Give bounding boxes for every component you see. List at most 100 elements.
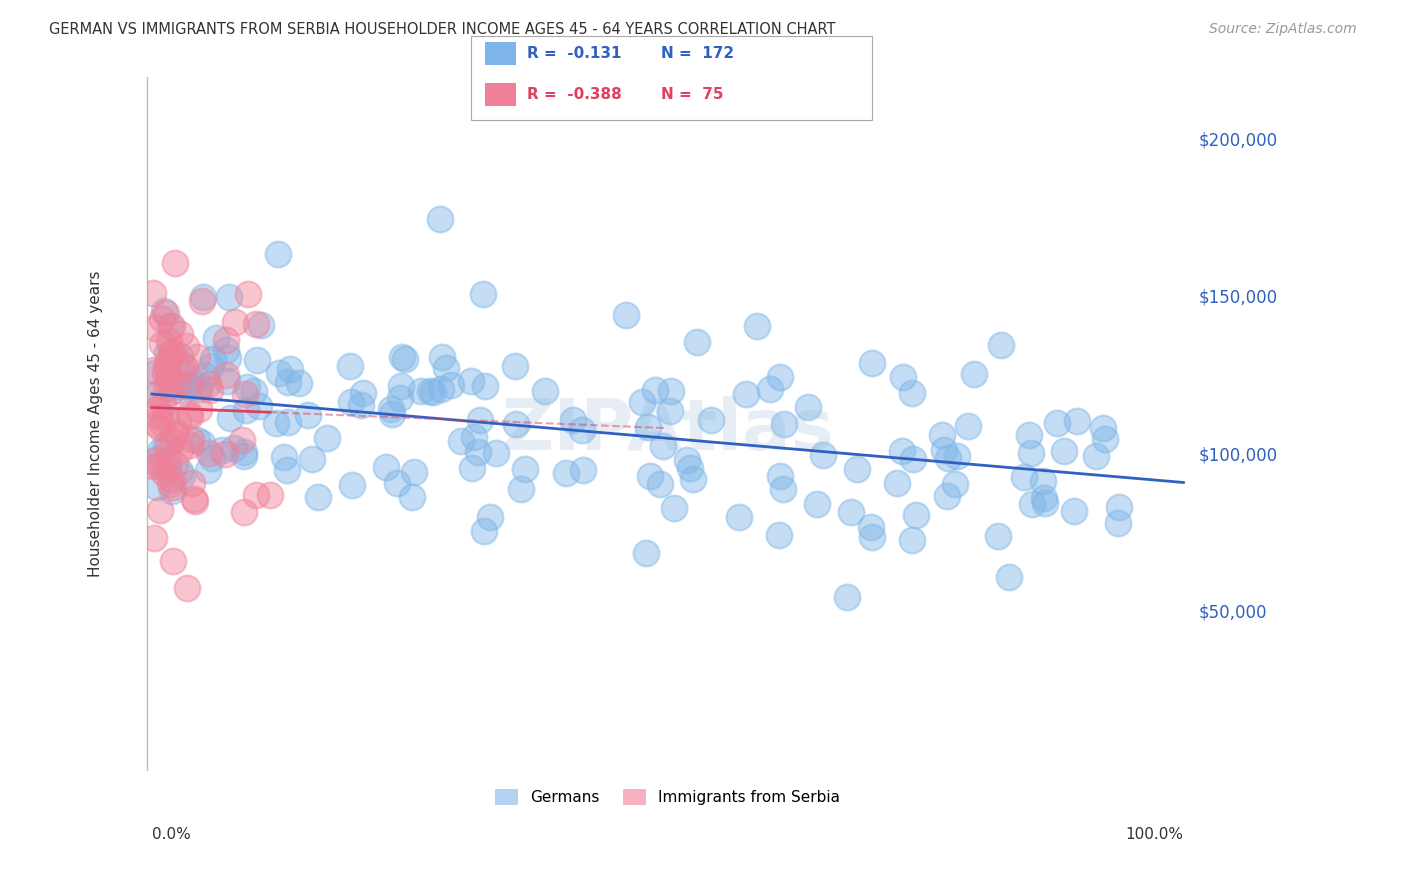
Point: [267, 366, 290, 380]
Point: [340, 478, 363, 492]
Point: [467, 445, 489, 459]
Point: [768, 527, 790, 541]
Point: [1021, 497, 1043, 511]
Point: [845, 462, 868, 476]
Point: [463, 430, 485, 444]
Point: [146, 388, 169, 402]
Point: [636, 545, 658, 559]
Point: [644, 383, 666, 397]
Point: [162, 554, 184, 568]
Point: [510, 482, 533, 496]
Point: [160, 434, 183, 449]
Point: [142, 454, 165, 468]
Point: [232, 449, 254, 463]
Point: [198, 446, 221, 460]
Point: [162, 480, 184, 494]
Point: [143, 531, 166, 545]
Point: [631, 394, 654, 409]
Point: [148, 459, 170, 474]
Point: [186, 434, 208, 448]
Point: [233, 445, 256, 459]
Point: [146, 451, 169, 466]
Point: [288, 376, 311, 391]
Point: [797, 400, 820, 414]
Point: [571, 423, 593, 437]
Point: [661, 384, 683, 398]
Point: [159, 476, 181, 491]
Point: [471, 286, 494, 301]
Point: [143, 321, 166, 335]
Point: [987, 529, 1010, 543]
Point: [839, 505, 862, 519]
Point: [264, 416, 287, 430]
Point: [142, 388, 165, 402]
Point: [307, 491, 329, 505]
Point: [997, 570, 1019, 584]
Point: [1066, 414, 1088, 428]
Point: [150, 336, 173, 351]
Point: [515, 461, 537, 475]
Point: [905, 508, 928, 522]
Text: $100,000: $100,000: [1199, 446, 1278, 464]
Text: GERMAN VS IMMIGRANTS FROM SERBIA HOUSEHOLDER INCOME AGES 45 - 64 YEARS CORRELATI: GERMAN VS IMMIGRANTS FROM SERBIA HOUSEHO…: [49, 22, 835, 37]
Point: [149, 421, 172, 435]
Point: [434, 360, 457, 375]
Point: [145, 417, 167, 431]
Point: [419, 384, 441, 399]
Point: [245, 488, 267, 502]
Point: [156, 346, 179, 360]
Point: [450, 434, 472, 448]
Point: [946, 449, 969, 463]
Text: R =  -0.131: R = -0.131: [527, 46, 621, 61]
Point: [932, 443, 955, 458]
Point: [700, 413, 723, 427]
Point: [142, 286, 165, 301]
Point: [276, 463, 298, 477]
Point: [180, 375, 202, 389]
Point: [232, 504, 254, 518]
Point: [259, 488, 281, 502]
Point: [205, 331, 228, 345]
Point: [675, 453, 697, 467]
Point: [439, 378, 461, 392]
Point: [156, 361, 179, 376]
Point: [215, 343, 238, 357]
Point: [157, 334, 180, 349]
Point: [686, 334, 709, 349]
Point: [267, 247, 290, 261]
Point: [860, 356, 883, 370]
Point: [503, 359, 526, 373]
Point: [460, 374, 482, 388]
Point: [215, 368, 238, 383]
Point: [380, 401, 402, 416]
Point: [394, 351, 416, 366]
Point: [891, 443, 914, 458]
Point: [197, 463, 219, 477]
Point: [891, 369, 914, 384]
Point: [162, 345, 184, 359]
Point: [235, 403, 257, 417]
Point: [160, 483, 183, 498]
Point: [349, 398, 371, 412]
Point: [963, 367, 986, 381]
Point: [1053, 444, 1076, 458]
Point: [191, 294, 214, 309]
Point: [249, 318, 271, 332]
Point: [555, 466, 578, 480]
Point: [773, 417, 796, 431]
Point: [214, 447, 236, 461]
Point: [735, 386, 758, 401]
Point: [172, 359, 194, 373]
Point: [155, 359, 177, 374]
Point: [169, 442, 191, 457]
Point: [177, 377, 200, 392]
Point: [152, 399, 174, 413]
Point: [167, 378, 190, 392]
Point: [1018, 428, 1040, 442]
Point: [534, 384, 557, 399]
Point: [389, 379, 412, 393]
Point: [571, 463, 593, 477]
Text: 100.0%: 100.0%: [1125, 827, 1184, 842]
Point: [191, 290, 214, 304]
Point: [183, 491, 205, 506]
